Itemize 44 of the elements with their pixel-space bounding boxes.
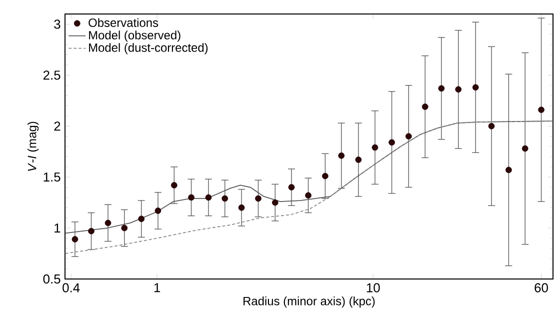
y-tick-label: 1.5 xyxy=(44,172,60,182)
point xyxy=(322,172,328,180)
legend-label: Model (observed) xyxy=(89,30,180,42)
point xyxy=(72,236,78,242)
point xyxy=(272,199,278,206)
y-axis-title: V-I (mag) xyxy=(27,122,39,171)
point xyxy=(255,195,262,202)
point xyxy=(154,208,162,214)
point xyxy=(455,86,462,93)
y-tick-label: 2.5 xyxy=(43,70,60,80)
legend-label: Model (dust-corrected) xyxy=(89,43,208,54)
point xyxy=(138,216,145,222)
point xyxy=(422,104,428,110)
x-tick-label: 10 xyxy=(366,283,380,292)
point xyxy=(388,139,395,146)
x-tick-label: 0.4 xyxy=(62,283,80,292)
x-tick-label: 60 xyxy=(534,283,548,292)
y-tick-label: 0.5 xyxy=(43,274,60,284)
point xyxy=(188,194,194,201)
point xyxy=(472,84,479,91)
point xyxy=(88,228,94,234)
y-tick-label: 3 xyxy=(54,20,60,29)
point xyxy=(121,224,128,232)
x-axis-title: Radius (minor axis) (kpc) xyxy=(244,296,375,308)
point xyxy=(238,204,245,211)
point xyxy=(488,122,495,130)
point xyxy=(205,194,212,201)
y-tick-label: 2 xyxy=(54,122,60,131)
point xyxy=(305,192,312,199)
point xyxy=(288,184,295,190)
point xyxy=(505,166,512,174)
legend-label: Observations xyxy=(88,18,158,27)
y-tick-label: 1 xyxy=(54,224,60,232)
point xyxy=(372,144,378,151)
point xyxy=(405,133,412,140)
point xyxy=(438,85,445,92)
point xyxy=(338,152,345,159)
point xyxy=(538,106,544,113)
point xyxy=(222,195,228,202)
point xyxy=(104,220,112,226)
point xyxy=(355,156,362,163)
x-tick-label: 1 xyxy=(154,283,160,292)
point xyxy=(522,145,528,152)
point xyxy=(170,182,178,188)
